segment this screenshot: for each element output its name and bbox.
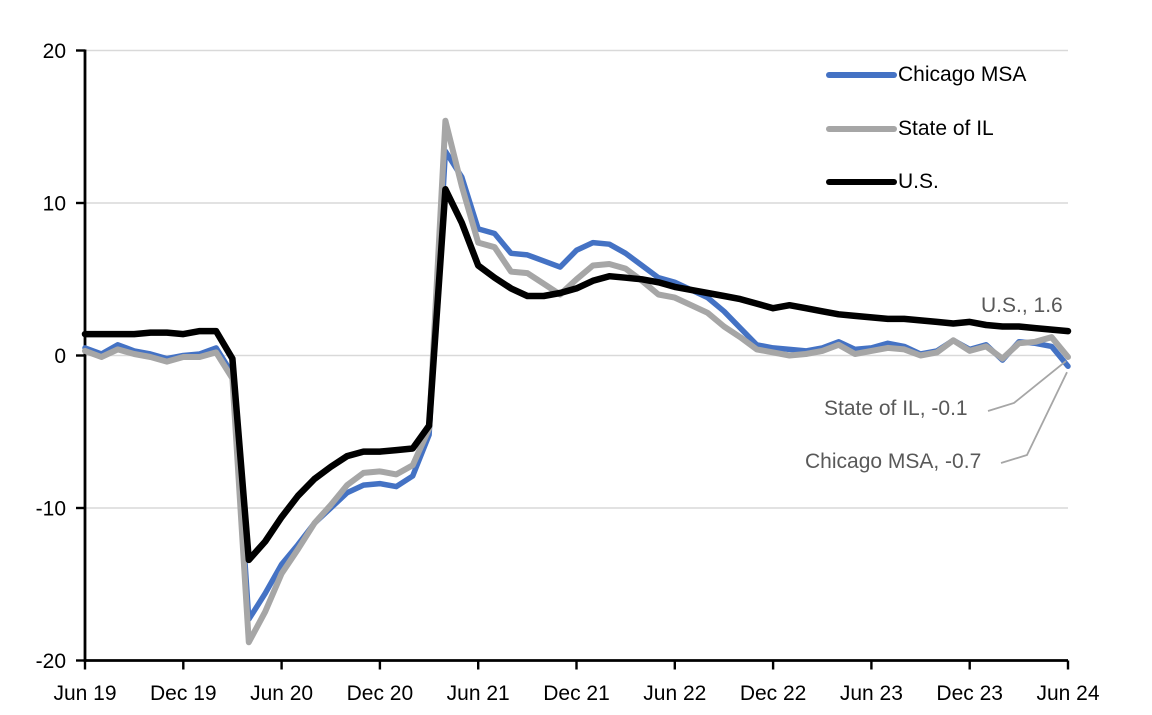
legend-line-swatch-chicago-msa <box>826 71 897 79</box>
y-tick-label: -20 <box>36 650 66 673</box>
y-tick-label: 0 <box>54 345 66 368</box>
x-tick-label: Jun 22 <box>643 682 706 705</box>
legend-label-us: U.S. <box>898 170 939 193</box>
x-tick-label: Jun 24 <box>1036 682 1099 705</box>
legend-line-swatch-us <box>826 178 897 186</box>
series-line-state-of-il <box>82 117 1071 646</box>
legend-item-state-of-il: State of IL <box>826 118 994 140</box>
x-tick-label: Dec 23 <box>936 682 1003 705</box>
annotation-chicago-msa-value: Chicago MSA, -0.7 <box>805 450 982 473</box>
leader-line-chicago-msa <box>1000 371 1068 464</box>
y-tick-label: 20 <box>43 40 66 63</box>
legend-item-chicago-msa: Chicago MSA <box>826 64 1026 86</box>
annotation-state-of-il-value: State of IL, -0.1 <box>824 397 968 420</box>
x-tick-label: Dec 22 <box>740 682 807 705</box>
legend-line-swatch-state-of-il <box>826 125 897 133</box>
annotation-us-value: U.S., 1.6 <box>981 294 1063 317</box>
legend-item-us: U.S. <box>826 171 939 193</box>
x-tick-label: Dec 21 <box>543 682 610 705</box>
y-tick-label: 10 <box>43 193 66 216</box>
legend-label-state-of-il: State of IL <box>898 117 994 140</box>
x-tick-label: Dec 20 <box>347 682 414 705</box>
x-tick-label: Dec 19 <box>150 682 217 705</box>
legend-label-chicago-msa: Chicago MSA <box>898 63 1027 86</box>
leader-line-state-of-il <box>987 360 1067 412</box>
x-tick-label: Jun 19 <box>53 682 116 705</box>
x-tick-label: Jun 21 <box>447 682 510 705</box>
x-tick-label: Jun 20 <box>250 682 313 705</box>
x-tick-label: Jun 23 <box>840 682 903 705</box>
y-tick-label: -10 <box>36 498 66 521</box>
series-line-u-s- <box>81 186 1072 564</box>
